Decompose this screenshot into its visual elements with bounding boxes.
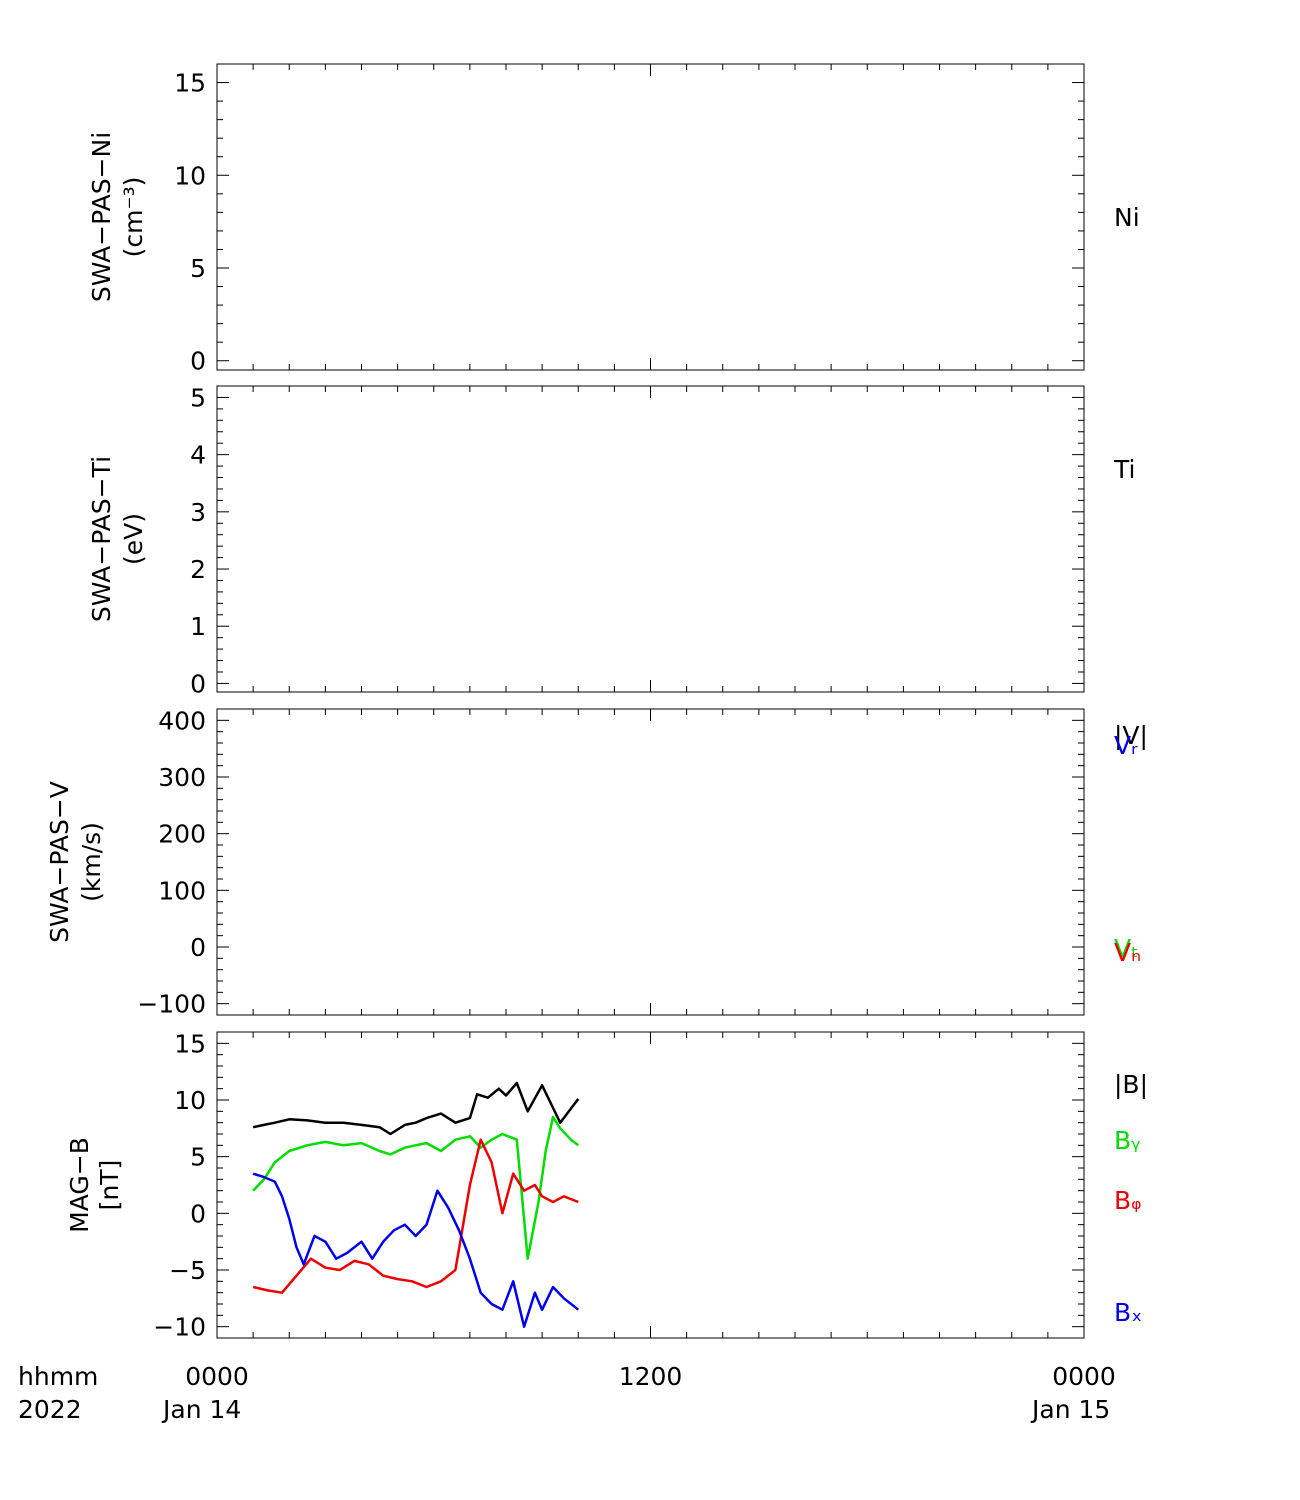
legend-item: Bₓ <box>1114 1298 1142 1327</box>
plot-frame <box>216 63 1085 371</box>
legend-item: |B| <box>1114 1070 1148 1099</box>
y-tick-label: 200 <box>158 820 206 849</box>
plot-frame <box>216 1031 1085 1339</box>
series-line-bx <box>252 1172 580 1328</box>
panel-2: 0 1 2 3 4 5 SWA−PAS−Ti (eV) Ti <box>87 383 1135 698</box>
panel-4: 0000 1200 0000 −10 −5 0 5 10 15 MAG−B [nT] |B| Bᵧ Bᵩ B… <box>65 1029 1148 1391</box>
y-tick-label: 10 <box>174 161 206 190</box>
y-tick-label: 1 <box>190 612 206 641</box>
y-tick-label: 10 <box>174 1086 206 1115</box>
y-tick-label: 5 <box>190 383 206 412</box>
panels-group: 0 5 10 15 SWA−PAS−Ni (cm⁻³) Ni 0 1 2 3 4 5 SWA−PAS−Ti… <box>45 63 1148 1391</box>
x-tick-label: 0000 <box>185 1362 249 1391</box>
legend-item: Bᵩ <box>1114 1186 1142 1215</box>
y-tick-label: 0 <box>190 669 206 698</box>
legend-item: Vₜ <box>1114 934 1138 963</box>
plot-frame <box>216 708 1085 1016</box>
footer-year-label: 2022 <box>18 1395 82 1424</box>
y-tick-label: 15 <box>174 69 206 98</box>
y-tick-label: 0 <box>190 933 206 962</box>
legend-item: Bᵧ <box>1114 1126 1140 1155</box>
y-tick-label: 5 <box>190 1143 206 1172</box>
series-line-by <box>252 1115 580 1260</box>
legend-item: Ti <box>1113 455 1135 484</box>
y-axis-unit: [nT] <box>95 1160 124 1211</box>
series-line-bz <box>252 1138 579 1294</box>
y-tick-label: 15 <box>174 1029 206 1058</box>
y-tick-label: 3 <box>190 498 206 527</box>
y-tick-label: 300 <box>158 763 206 792</box>
y-tick-label: 400 <box>158 706 206 735</box>
series-line-b <box>252 1081 580 1136</box>
y-axis-title: SWA−PAS−Ni <box>87 132 116 302</box>
footer-date-start: Jan 14 <box>161 1395 241 1424</box>
y-axis-unit: (km/s) <box>77 822 106 902</box>
y-tick-label: −5 <box>169 1256 206 1285</box>
y-axis-unit: (cm⁻³) <box>119 177 148 258</box>
legend-item: Ni <box>1114 203 1140 232</box>
y-tick-label: 5 <box>190 254 206 283</box>
y-tick-label: 4 <box>190 441 206 470</box>
y-axis-title: MAG−B <box>65 1137 94 1233</box>
x-tick-label: 1200 <box>619 1362 683 1391</box>
y-tick-label: 0 <box>190 347 206 376</box>
legend-item: Vₙ <box>1114 938 1141 967</box>
panel-3: −100 0 100 200 300 400 SWA−PAS−V (km/s) |V|Vᵣ VₜV… <box>45 706 1148 1018</box>
x-tick-label: 0000 <box>1052 1362 1116 1391</box>
y-tick-label: 2 <box>190 555 206 584</box>
legend-item: Vᵣ <box>1114 731 1138 760</box>
y-axis-unit: (eV) <box>119 513 148 565</box>
legend-item: |V| <box>1114 721 1148 750</box>
footer-time-label: hhmm <box>18 1362 98 1391</box>
y-tick-label: 100 <box>158 876 206 905</box>
y-axis-title: SWA−PAS−Ti <box>87 456 116 622</box>
y-tick-label: 0 <box>190 1199 206 1228</box>
y-tick-label: −100 <box>137 990 206 1019</box>
y-tick-label: −10 <box>153 1313 206 1342</box>
panel-1: 0 5 10 15 SWA−PAS−Ni (cm⁻³) Ni <box>87 63 1140 376</box>
footer-date-end: Jan 15 <box>1030 1395 1110 1424</box>
plot-frame <box>216 385 1085 693</box>
y-axis-title: SWA−PAS−V <box>45 781 74 943</box>
